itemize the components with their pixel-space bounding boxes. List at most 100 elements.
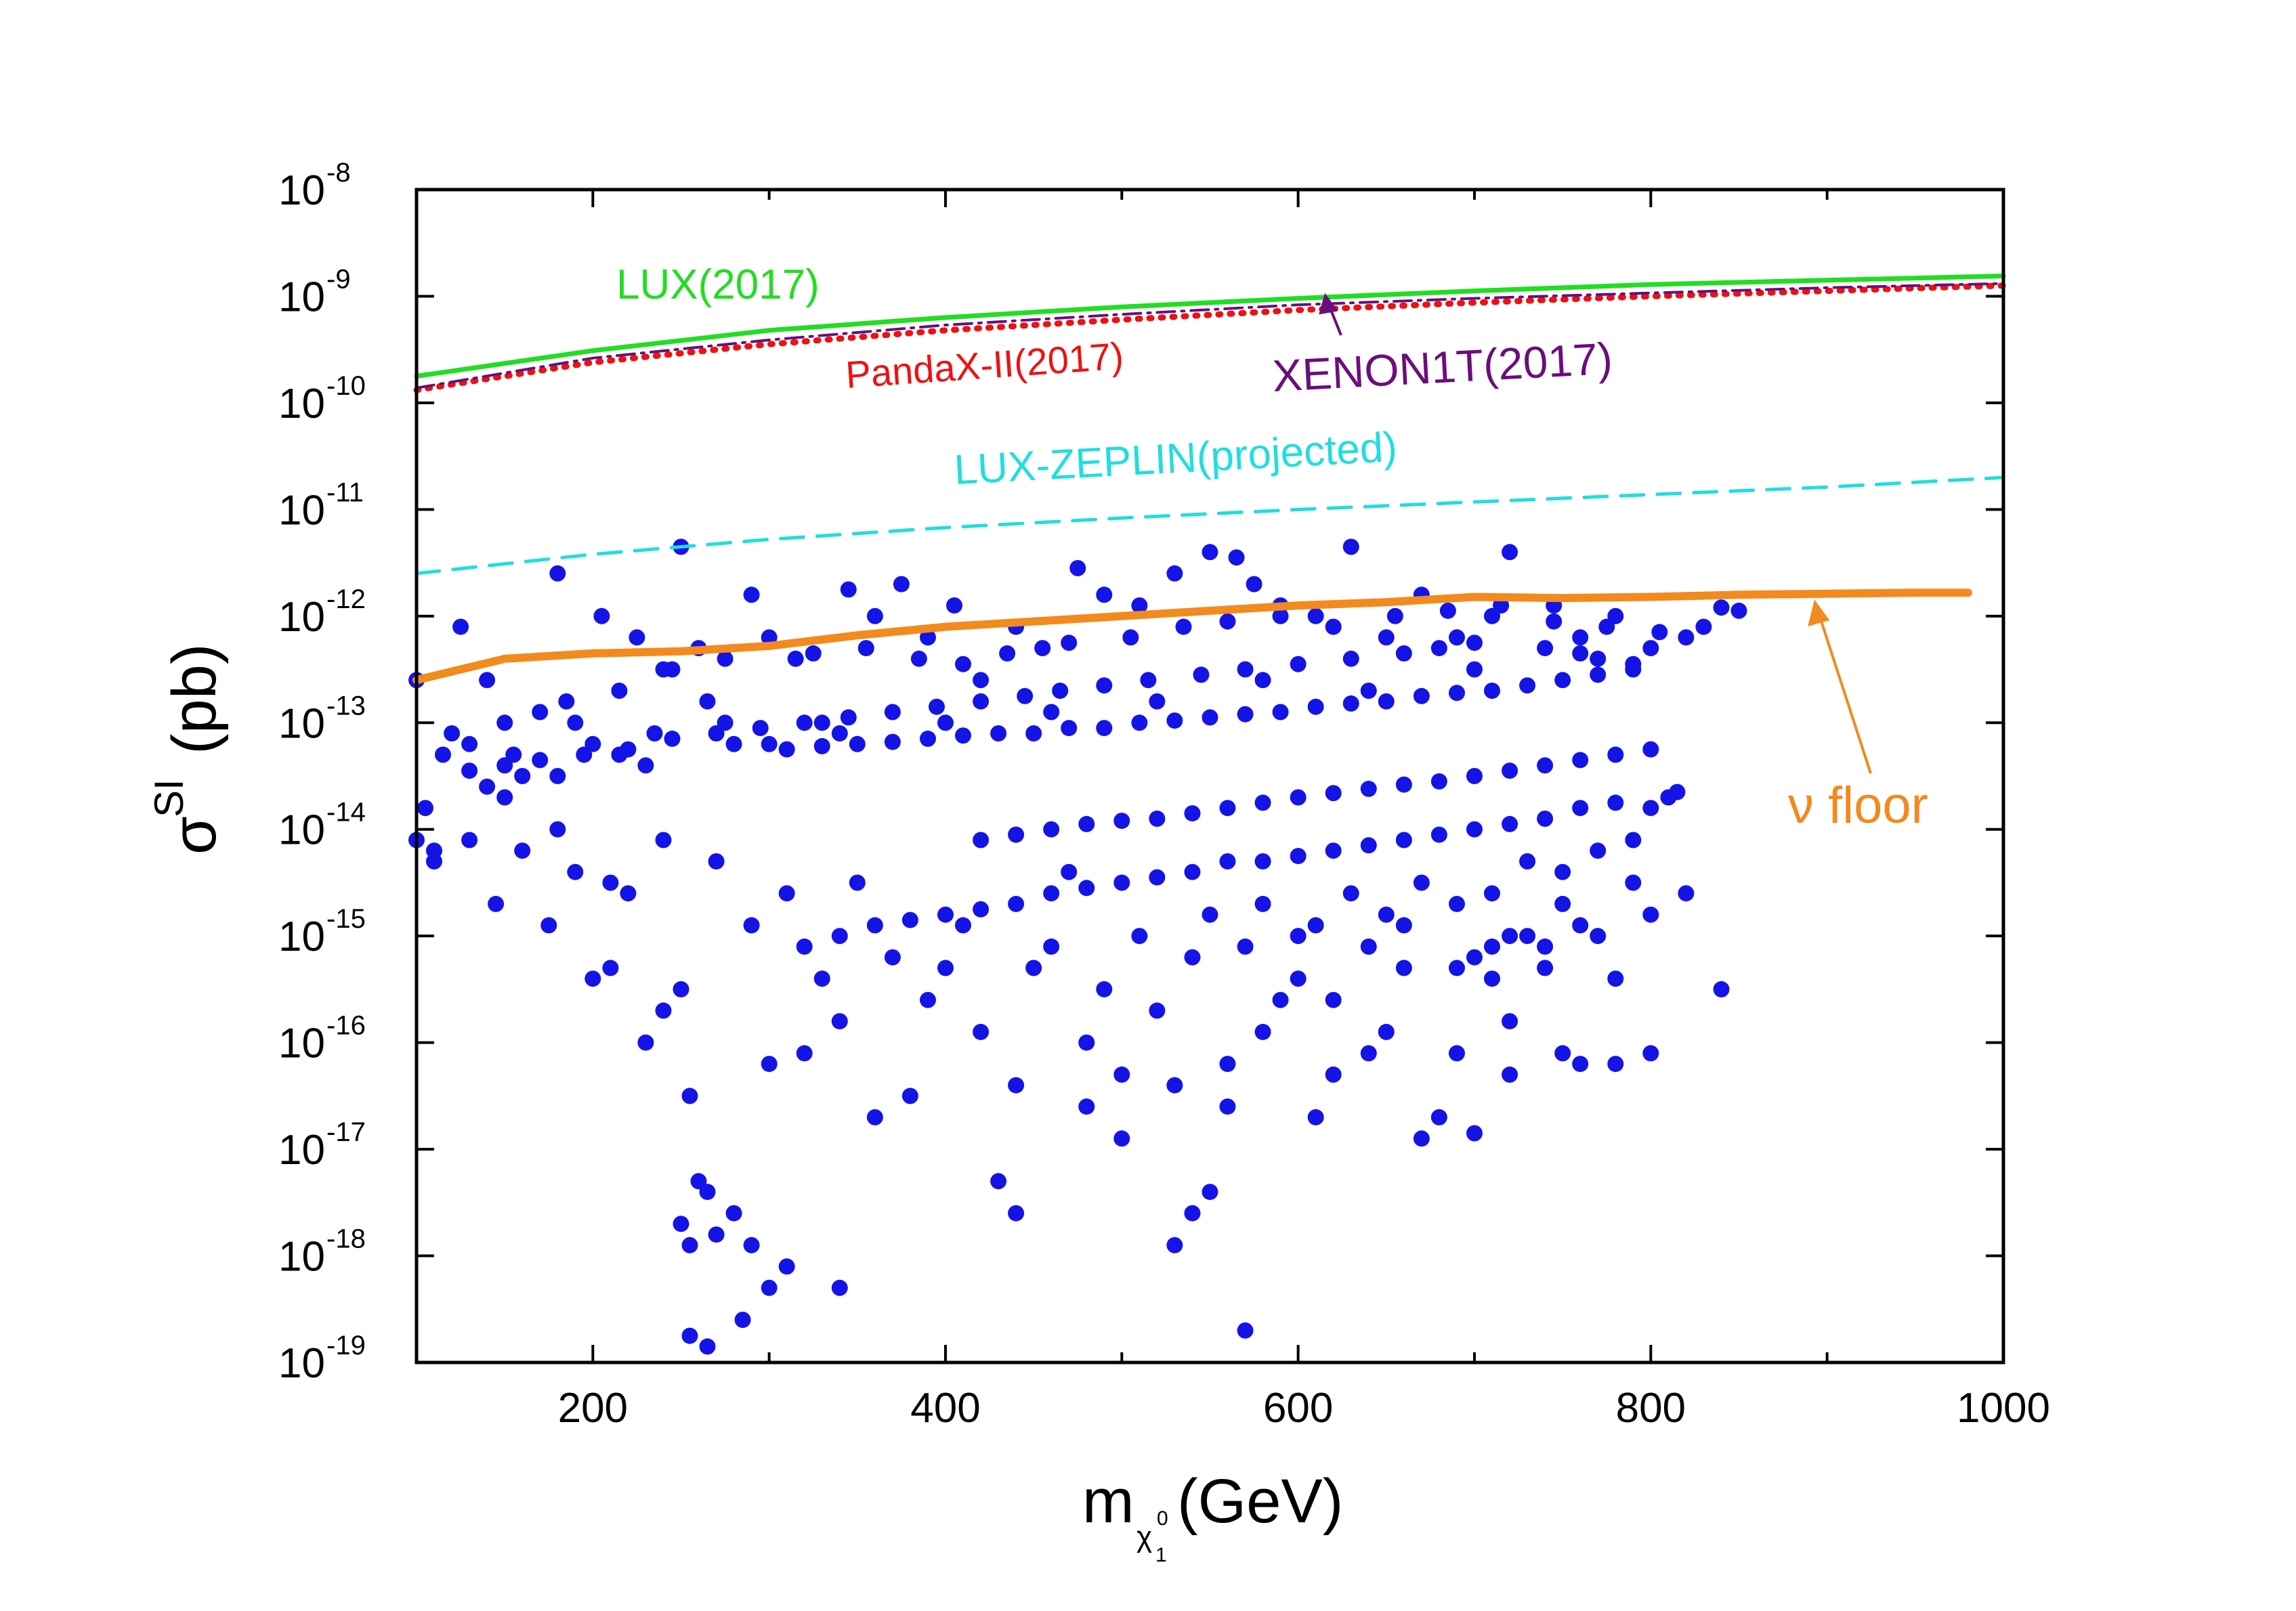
scatter-point-130 — [1202, 1184, 1218, 1201]
scatter-point-300 — [1625, 832, 1642, 849]
scatter-point-228 — [1342, 650, 1359, 667]
y-tick-base: 10 — [278, 914, 325, 960]
scatter-point-304 — [1360, 938, 1377, 955]
y-tick-label--10: 10 -10 — [278, 371, 366, 427]
scatter-point-297 — [1519, 853, 1536, 869]
scatter-point-188 — [1254, 794, 1271, 811]
scatter-point-65 — [725, 735, 742, 752]
scatter-point-99 — [866, 1109, 883, 1125]
scatter-point-161 — [1325, 842, 1342, 859]
scatter-point-237 — [929, 698, 945, 715]
scatter-point-226 — [1430, 640, 1447, 657]
scatter-point-144 — [1449, 1045, 1465, 1062]
y-tick-base: 10 — [278, 487, 325, 534]
scatter-point-61 — [1149, 693, 1166, 710]
y-tick-base: 10 — [278, 274, 325, 320]
scatter-point-307 — [1395, 917, 1412, 934]
scatter-point-46 — [1449, 629, 1465, 646]
scatter-point-235 — [1017, 687, 1034, 704]
y-tick-label--11: 10 -11 — [278, 477, 364, 534]
scatter-point-214 — [1025, 725, 1042, 742]
scatter-point-205 — [1342, 695, 1359, 712]
scatter-point-4 — [452, 618, 469, 635]
scatter-point-145 — [1484, 970, 1500, 987]
scatter-point-1 — [417, 800, 433, 817]
scatter-point-48 — [1502, 544, 1518, 561]
scatter-point-22 — [743, 586, 760, 603]
scatter-point-234 — [1052, 683, 1069, 699]
scatter-point-66 — [637, 757, 654, 774]
y-tick-base: 10 — [278, 1021, 325, 1067]
scatter-point-213 — [1061, 720, 1078, 737]
x-title-sub-sup: 0 — [1157, 1507, 1168, 1530]
y-tick-exp: -16 — [326, 1011, 366, 1041]
y-tick-label--17: 10 -17 — [278, 1117, 366, 1174]
scatter-point-35 — [1096, 586, 1113, 603]
scatter-point-118 — [1537, 938, 1554, 955]
scatter-point-236 — [973, 693, 990, 710]
y-tick-label--19: 10 -19 — [278, 1331, 366, 1387]
scatter-point-282 — [884, 949, 901, 966]
series-line-lux-zeplin-projected — [414, 475, 2005, 576]
scatter-point-269 — [1439, 602, 1456, 619]
scatter-point-278 — [743, 917, 760, 934]
scatter-point-134 — [1466, 1125, 1483, 1142]
scatter-point-222 — [1625, 656, 1642, 672]
scatter-point-54 — [1695, 618, 1712, 635]
scatter-point-64 — [831, 725, 848, 742]
scatter-point-10 — [532, 704, 549, 721]
scatter-point-142 — [1325, 1066, 1342, 1083]
scatter-point-303 — [1572, 917, 1589, 934]
scatter-point-275 — [602, 874, 619, 891]
y-tick-base: 10 — [278, 1340, 325, 1387]
scatter-point-177 — [1642, 741, 1659, 758]
y-axis-title: σ SI (pb) — [146, 643, 229, 855]
scatter-point-191 — [1149, 811, 1166, 827]
series-line-xenon1t-2017 — [415, 282, 2005, 389]
scatter-point-220 — [813, 737, 830, 754]
scatter-point-111 — [1290, 970, 1306, 987]
scatter-point-271 — [1546, 613, 1562, 630]
scatter-point-42 — [1307, 607, 1324, 624]
scatter-point-178 — [1607, 746, 1624, 763]
annotation-lux: LUX(2017) — [616, 261, 820, 308]
scatter-point-195 — [1008, 826, 1025, 843]
scatter-point-281 — [849, 874, 866, 891]
scatter-point-24 — [787, 650, 804, 667]
scatter-point-253 — [655, 661, 672, 678]
scatter-point-163 — [1254, 853, 1271, 869]
scatter-point-37 — [1166, 565, 1183, 582]
y-tick-label--13: 10 -13 — [278, 691, 366, 747]
scatter-point-238 — [884, 704, 901, 721]
scatter-point-87 — [708, 1226, 725, 1243]
scatter-point-79 — [637, 1034, 654, 1051]
scatter-point-57 — [1590, 650, 1607, 667]
scatter-point-108 — [1184, 949, 1201, 966]
scatter-point-212 — [1096, 720, 1113, 737]
y-tick-label--9: 10 -9 — [278, 264, 351, 320]
scatter-point-146 — [1519, 928, 1536, 945]
scatter-point-81 — [673, 981, 689, 997]
scatter-point-55 — [1730, 602, 1747, 619]
scatter-point-40 — [1246, 576, 1262, 593]
scatter-point-59 — [1360, 683, 1377, 699]
scatter-point-266 — [1272, 607, 1289, 624]
scatter-point-164 — [1219, 853, 1236, 869]
scatter-point-94 — [699, 1338, 716, 1355]
scatter-point-23 — [761, 735, 778, 752]
y-tick-exp: -11 — [326, 477, 364, 507]
scatter-point-7 — [496, 789, 513, 806]
scatter-point-128 — [1166, 1237, 1183, 1253]
y-tick-exp: -15 — [326, 904, 366, 934]
scatter-point-173 — [901, 911, 918, 928]
y-tick-base: 10 — [278, 1127, 325, 1174]
scatter-point-126 — [990, 1173, 1007, 1190]
scatter-point-131 — [1237, 1322, 1254, 1339]
scatter-point-67 — [549, 768, 566, 784]
scatter-point-260 — [955, 656, 971, 672]
scatter-point-28 — [893, 576, 910, 593]
scatter-point-77 — [602, 960, 619, 976]
x-title-unit: (GeV) — [1177, 1467, 1343, 1536]
